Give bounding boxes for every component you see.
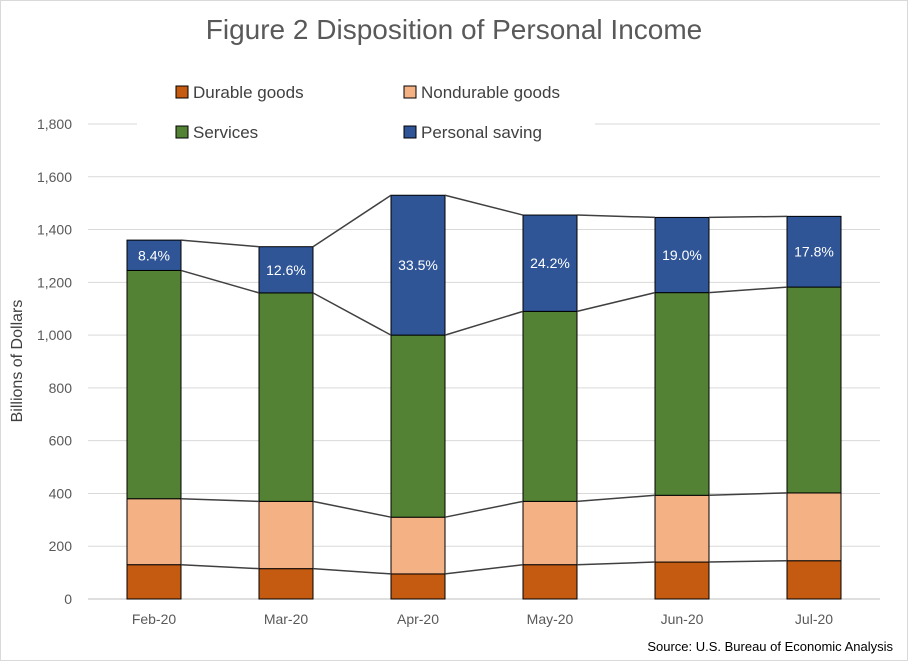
legend-label-nondurable-goods: Nondurable goods: [421, 83, 560, 102]
bar-segment-personal-saving: [258, 246, 314, 294]
series-line: [180, 239, 260, 248]
series-line: [576, 494, 656, 503]
x-tick-labels: Feb-20 Mar-20 Apr-20 May-20 Jun-20 Jul-20: [132, 611, 833, 627]
chart-title: Figure 2 Disposition of Personal Income: [206, 14, 702, 45]
series-line: [444, 194, 524, 216]
bar-stacks: [126, 194, 842, 600]
grid-lines: [88, 123, 880, 600]
data-label-saving-rate: 33.5%: [398, 257, 438, 273]
series-line: [312, 500, 392, 518]
data-label-saving-rate: 19.0%: [662, 247, 702, 263]
legend-label-durable-goods: Durable goods: [193, 83, 304, 102]
data-label-saving-rate: 17.8%: [794, 244, 834, 260]
legend-swatch-services: [175, 125, 189, 139]
y-tick-label: 1,800: [37, 116, 72, 132]
bar-segment-nondurable-goods: [522, 500, 578, 566]
bar-segment-services: [258, 292, 314, 502]
bar-segment-personal-saving: [522, 214, 578, 312]
y-tick-label: 1,000: [37, 327, 72, 343]
bar-stack: [126, 239, 182, 600]
legend-swatch-durable-goods: [175, 85, 189, 99]
series-lines: [180, 194, 788, 575]
series-line: [312, 567, 392, 575]
legend-background: [137, 72, 595, 152]
bar-segment-durable-goods: [786, 560, 842, 600]
bar-segment-durable-goods: [258, 568, 314, 600]
bar-segment-services: [126, 269, 182, 500]
source-note: Source: U.S. Bureau of Economic Analysis: [647, 639, 893, 654]
y-tick-label: 1,200: [37, 274, 72, 290]
series-line: [576, 291, 656, 313]
series-line: [444, 563, 524, 575]
x-tick-label: Jun-20: [661, 611, 704, 627]
y-tick-label: 200: [49, 538, 73, 554]
x-tick-label: May-20: [527, 611, 574, 627]
bar-segment-personal-saving: [786, 215, 842, 288]
y-tick-label: 1,400: [37, 222, 72, 238]
bar-segment-nondurable-goods: [654, 494, 710, 563]
bar-segment-services: [390, 334, 446, 518]
bar-stack: [522, 214, 578, 600]
y-axis-label: Billions of Dollars: [9, 300, 26, 423]
y-tick-label: 800: [49, 380, 73, 396]
bar-segment-services: [654, 292, 710, 496]
bar-stack: [786, 215, 842, 600]
series-line: [576, 561, 656, 566]
series-line: [444, 500, 524, 518]
series-line: [708, 286, 788, 294]
y-tick-label: 1,600: [37, 169, 72, 185]
bar-segment-personal-saving: [126, 239, 182, 271]
y-tick-label: 600: [49, 433, 73, 449]
series-line: [312, 194, 392, 248]
bar-segment-nondurable-goods: [258, 500, 314, 570]
bar-stack: [390, 194, 446, 600]
bar-segment-nondurable-goods: [390, 516, 446, 575]
bar-stack: [654, 216, 710, 600]
bar-segment-personal-saving: [654, 216, 710, 294]
bar-segment-personal-saving: [390, 194, 446, 336]
y-tick-labels: 0 200 400 600 800 1,000 1,200 1,400 1,600 1,800: [37, 116, 72, 607]
legend: Durable goods Nondurable goods Services Per…: [137, 72, 595, 152]
bar-segment-services: [522, 310, 578, 502]
bar-segment-durable-goods: [390, 573, 446, 600]
bar-segment-nondurable-goods: [126, 498, 182, 566]
data-label-saving-rate: 8.4%: [138, 247, 170, 263]
x-tick-label: Mar-20: [264, 611, 309, 627]
series-line: [180, 563, 260, 570]
series-line: [180, 497, 260, 503]
y-tick-label: 400: [49, 485, 73, 501]
series-line: [312, 292, 392, 336]
series-line: [576, 214, 656, 219]
x-tick-label: Jul-20: [795, 611, 833, 627]
bar-segment-durable-goods: [654, 561, 710, 600]
series-line: [708, 559, 788, 563]
x-tick-label: Feb-20: [132, 611, 177, 627]
legend-label-services: Services: [193, 123, 258, 142]
legend-swatch-nondurable-goods: [403, 85, 417, 99]
data-label-saving-rate: 24.2%: [530, 255, 570, 271]
x-tick-label: Apr-20: [397, 611, 439, 627]
saving-rate-labels: 8.4% 12.6% 33.5% 24.2% 19.0% 17.8%: [138, 244, 834, 278]
bar-segment-services: [786, 286, 842, 494]
legend-label-personal-saving: Personal saving: [421, 123, 542, 142]
legend-swatch-personal-saving: [403, 125, 417, 139]
series-line: [708, 215, 788, 219]
bar-segment-durable-goods: [522, 564, 578, 600]
y-tick-label: 0: [64, 591, 72, 607]
bar-segment-nondurable-goods: [786, 492, 842, 562]
data-label-saving-rate: 12.6%: [266, 262, 306, 278]
bar-segment-durable-goods: [126, 564, 182, 600]
series-line: [180, 269, 260, 294]
series-line: [444, 310, 524, 336]
bar-stack: [258, 246, 314, 600]
series-line: [708, 492, 788, 497]
